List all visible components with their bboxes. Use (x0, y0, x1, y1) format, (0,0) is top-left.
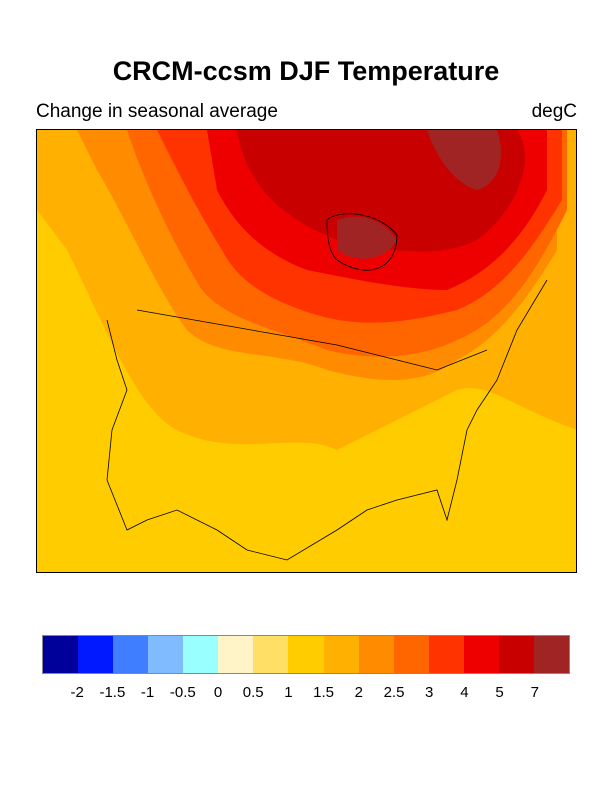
colorbar-swatch (428, 636, 464, 673)
colorbar-tick-label: 1 (284, 684, 293, 701)
map-field (37, 130, 576, 572)
baffin-max (427, 130, 501, 190)
colorbar-swatch (183, 636, 219, 673)
colorbar-tick-label: 2 (354, 684, 363, 701)
colorbar-swatch (463, 636, 499, 673)
colorbar-tick-label: 1.5 (313, 684, 335, 701)
colorbar (42, 635, 570, 674)
colorbar-tick-label: 4 (460, 684, 469, 701)
colorbar-swatch (218, 636, 254, 673)
subtitle-left: Change in seasonal average (36, 101, 278, 122)
colorbar-swatch (253, 636, 289, 673)
colorbar-tick-label: -1 (140, 684, 155, 701)
temperature-change-map (36, 129, 577, 573)
colorbar-swatch (323, 636, 359, 673)
units-label: degC (531, 101, 577, 122)
colorbar-swatch (498, 636, 534, 673)
colorbar-swatch (148, 636, 184, 673)
colorbar-swatch (113, 636, 149, 673)
coastlines-and-borders (106, 213, 548, 561)
colorbar-tick-label: 3 (425, 684, 434, 701)
colorbar-swatch (288, 636, 324, 673)
colorbar-tick-label: -0.5 (169, 684, 196, 701)
colorbar-tick-label: 5 (495, 684, 504, 701)
colorbar-tick-label: 0 (213, 684, 223, 701)
colorbar-tick-label: 2.5 (383, 684, 405, 701)
colorbar-swatch (358, 636, 394, 673)
colorbar-swatch (78, 636, 114, 673)
colorbar-tick-label: -1.5 (99, 684, 126, 701)
colorbar-swatch (533, 636, 569, 673)
colorbar-swatch (43, 636, 79, 673)
colorbar-swatch (393, 636, 429, 673)
plot-title: CRCM-ccsm DJF Temperature (112, 56, 500, 86)
colorbar-tick-label: 0.5 (242, 684, 264, 701)
hudson-bay-max (337, 216, 397, 259)
colorbar-tick-label: 7 (530, 684, 539, 701)
colorbar-tick-label: -2 (70, 684, 84, 701)
